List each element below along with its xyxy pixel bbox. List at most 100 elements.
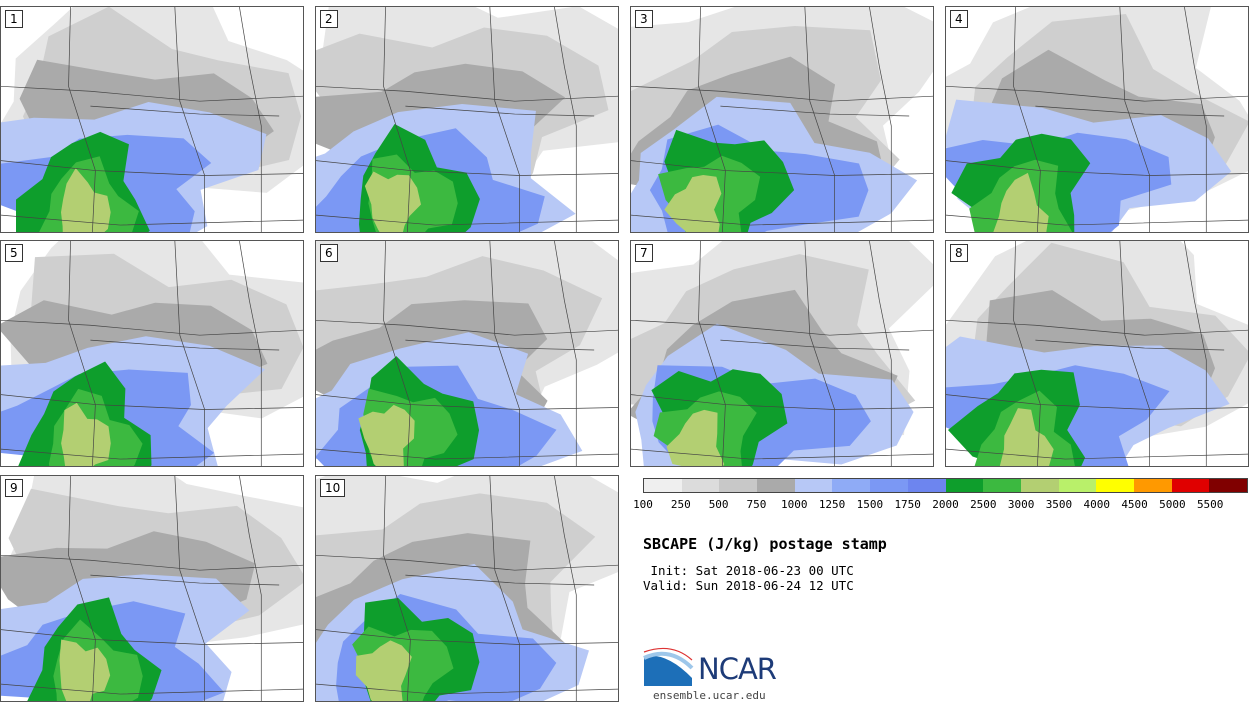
state-border (720, 339, 910, 351)
colorbar-tick-label: 1500 (856, 498, 884, 511)
cape-contour (59, 639, 111, 701)
member-label: 3 (635, 10, 653, 28)
state-border (316, 160, 618, 176)
cape-contour (61, 168, 111, 232)
sbcape-map (316, 476, 618, 701)
state-border (946, 85, 1248, 102)
sbcape-map (631, 241, 933, 466)
member-panel-7: 7 (630, 240, 934, 467)
member-label: 5 (5, 244, 23, 262)
colorbar-ticks: 100 250 500 750 1000 1250 1500 1750 2000 2500 3000… (633, 498, 1248, 512)
colorbar-swatch (644, 479, 682, 492)
member-panel-1: 1 (0, 6, 304, 233)
colorbar-swatch (832, 479, 871, 492)
colorbar-swatch (1171, 479, 1210, 492)
member-panel-4: 4 (945, 6, 1249, 233)
colorbar-swatch (945, 479, 984, 492)
state-border (631, 85, 933, 102)
state-border (631, 319, 933, 336)
sbcape-map (946, 241, 1248, 466)
state-border (1, 629, 303, 645)
state-border (1119, 7, 1150, 232)
state-border (239, 241, 262, 466)
member-label: 6 (320, 244, 338, 262)
state-border (554, 476, 577, 701)
state-border (1, 214, 303, 226)
cape-contour (993, 172, 1049, 232)
member-panel-3: 3 (630, 6, 934, 233)
colorbar-swatch (681, 479, 720, 492)
state-border (1035, 105, 1225, 117)
logo-wordmark: NCAR (698, 652, 777, 686)
state-border (720, 105, 910, 117)
state-border (1, 554, 303, 571)
state-border (1013, 7, 1041, 232)
state-border (631, 214, 933, 226)
cape-contour (355, 640, 412, 701)
state-border (405, 574, 595, 586)
state-border (1184, 7, 1207, 232)
state-border (1, 683, 303, 695)
sbcape-map (316, 7, 618, 232)
colorbar-tick-label: 100 (633, 498, 653, 511)
member-panel-8: 8 (945, 240, 1249, 467)
state-border (489, 7, 520, 232)
state-border (946, 319, 1248, 336)
state-border (405, 105, 595, 117)
member-panel-6: 6 (315, 240, 619, 467)
cape-contour (999, 408, 1054, 466)
state-border (631, 394, 933, 410)
state-border (554, 7, 577, 232)
state-border (554, 241, 577, 466)
cape-contour (61, 402, 111, 466)
member-label: 4 (950, 10, 968, 28)
state-border (698, 241, 726, 466)
state-border (174, 7, 205, 232)
member-panel-9: 9 (0, 475, 304, 702)
state-border (68, 476, 96, 701)
state-border (239, 7, 262, 232)
member-label: 1 (5, 10, 23, 28)
site-url: ensemble.ucar.edu (653, 689, 766, 702)
colorbar-tick-label: 1750 (894, 498, 921, 511)
state-border (174, 241, 205, 466)
cape-contour (364, 171, 422, 232)
state-border (1184, 241, 1207, 466)
state-border (383, 241, 411, 466)
sbcape-map (1, 476, 303, 701)
state-border (316, 683, 618, 695)
colorbar-tick-label: 1000 (781, 498, 808, 511)
state-border (489, 241, 520, 466)
state-border (316, 629, 618, 645)
state-border (174, 476, 205, 701)
state-border (1035, 339, 1225, 351)
colorbar-tick-label: 250 (670, 498, 691, 511)
state-border (90, 339, 280, 351)
colorbar-swatch (1020, 479, 1059, 492)
state-border (804, 7, 835, 232)
state-border (946, 160, 1248, 176)
colorbar-swatch (907, 479, 946, 492)
state-border (68, 7, 96, 232)
state-border (1119, 241, 1150, 466)
valid-time: Valid: Sun 2018-06-24 12 UTC (643, 578, 854, 593)
sbcape-map (316, 241, 618, 466)
member-panel-2: 2 (315, 6, 619, 233)
member-label: 10 (320, 479, 346, 497)
colorbar-tick-label: 750 (746, 498, 767, 511)
state-border (90, 574, 280, 586)
colorbar-tick-label: 5500 (1196, 498, 1224, 511)
member-panel-10: 10 (315, 475, 619, 702)
state-border (1, 160, 303, 176)
colorbar-swatch (794, 479, 833, 492)
colorbar-tick-label: 500 (708, 498, 729, 511)
colorbar-tick-label: 5000 (1159, 498, 1186, 511)
state-border (383, 7, 411, 232)
colorbar-swatch (1209, 479, 1247, 492)
state-border (316, 554, 618, 571)
colorbar-tick-label: 4500 (1121, 498, 1148, 511)
state-border (489, 476, 520, 701)
state-border (90, 105, 280, 117)
init-time: Init: Sat 2018-06-23 00 UTC (643, 563, 854, 578)
state-border (1, 85, 303, 102)
